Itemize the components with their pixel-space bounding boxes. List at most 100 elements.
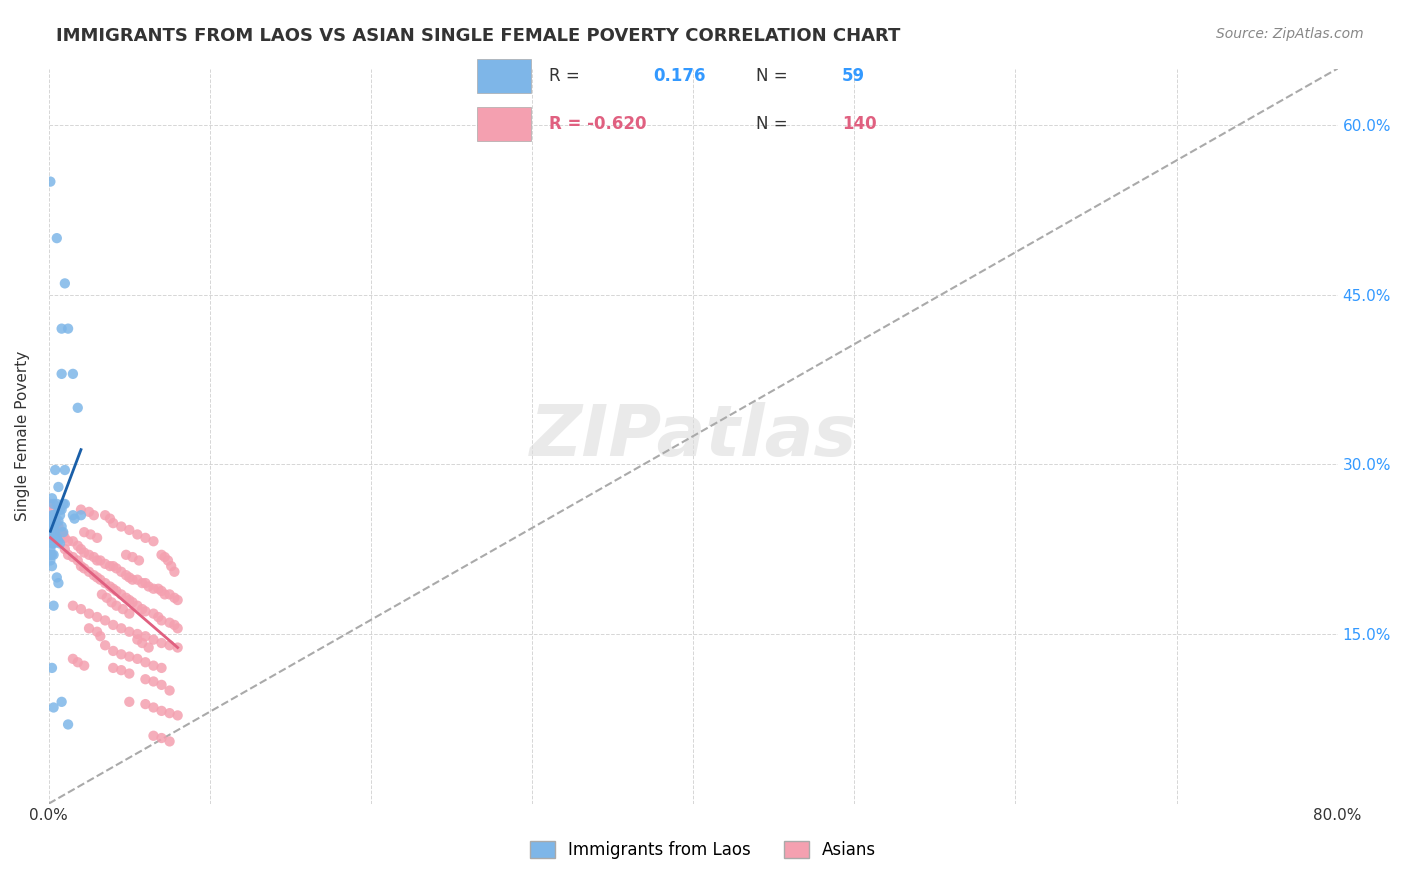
Point — [138, 579, 160, 593]
Point — [44, 531, 66, 545]
Point — [77, 565, 100, 579]
Point — [73, 658, 96, 673]
Point — [52, 527, 75, 541]
Point — [166, 621, 188, 635]
Point — [142, 582, 165, 596]
Point — [150, 614, 173, 628]
Point — [44, 463, 66, 477]
Point — [138, 640, 160, 655]
Point — [115, 591, 138, 605]
Point — [56, 321, 79, 335]
Text: N =: N = — [756, 115, 787, 133]
Point — [79, 527, 101, 541]
Point — [142, 729, 165, 743]
Point — [118, 593, 141, 607]
Point — [56, 534, 79, 549]
Point — [39, 553, 62, 567]
Text: N =: N = — [756, 67, 787, 85]
Point — [118, 607, 141, 621]
Text: ZIPatlas: ZIPatlas — [530, 401, 856, 471]
Point — [127, 632, 149, 647]
Point — [166, 708, 188, 723]
Point — [150, 548, 173, 562]
Point — [86, 531, 108, 545]
Point — [94, 557, 117, 571]
Point — [42, 599, 65, 613]
Point — [39, 175, 62, 189]
Point — [159, 683, 181, 698]
Point — [83, 568, 105, 582]
Point — [49, 525, 72, 540]
Point — [66, 401, 89, 415]
Point — [163, 565, 186, 579]
Text: IMMIGRANTS FROM LAOS VS ASIAN SINGLE FEMALE POVERTY CORRELATION CHART: IMMIGRANTS FROM LAOS VS ASIAN SINGLE FEM… — [56, 27, 901, 45]
Text: 140: 140 — [842, 115, 876, 133]
Point — [39, 519, 62, 533]
Point — [56, 548, 79, 562]
Point — [62, 550, 84, 565]
Point — [89, 553, 111, 567]
Point — [48, 502, 70, 516]
Point — [41, 508, 63, 523]
Point — [121, 550, 143, 565]
Point — [41, 491, 63, 506]
Legend: Immigrants from Laos, Asians: Immigrants from Laos, Asians — [523, 834, 883, 866]
Point — [142, 607, 165, 621]
Point — [77, 548, 100, 562]
Point — [73, 545, 96, 559]
Point — [39, 525, 62, 540]
Point — [166, 593, 188, 607]
Point — [150, 661, 173, 675]
Point — [131, 636, 153, 650]
Point — [42, 519, 65, 533]
Point — [42, 700, 65, 714]
Point — [103, 618, 125, 632]
Point — [41, 527, 63, 541]
Point — [41, 502, 63, 516]
Point — [66, 553, 89, 567]
Point — [86, 570, 108, 584]
Point — [148, 582, 170, 596]
Point — [62, 367, 84, 381]
Point — [51, 525, 73, 540]
Point — [118, 649, 141, 664]
Point — [70, 508, 93, 523]
Point — [39, 514, 62, 528]
Point — [48, 576, 70, 591]
Point — [51, 367, 73, 381]
Point — [98, 579, 121, 593]
Point — [131, 576, 153, 591]
Point — [45, 497, 67, 511]
Point — [41, 516, 63, 530]
Point — [100, 595, 122, 609]
Point — [115, 548, 138, 562]
Point — [39, 542, 62, 557]
Point — [53, 277, 76, 291]
Point — [103, 661, 125, 675]
Point — [51, 321, 73, 335]
FancyBboxPatch shape — [478, 59, 531, 93]
Point — [66, 539, 89, 553]
Point — [131, 602, 153, 616]
Point — [98, 511, 121, 525]
Point — [56, 717, 79, 731]
Point — [110, 565, 132, 579]
Point — [103, 582, 125, 596]
Point — [45, 231, 67, 245]
Point — [118, 570, 141, 584]
Point — [45, 516, 67, 530]
Point — [103, 516, 125, 530]
Point — [127, 652, 149, 666]
Point — [53, 531, 76, 545]
Point — [83, 550, 105, 565]
Point — [66, 655, 89, 669]
Point — [127, 573, 149, 587]
Point — [39, 531, 62, 545]
Point — [45, 531, 67, 545]
Point — [42, 548, 65, 562]
Point — [62, 508, 84, 523]
Point — [53, 497, 76, 511]
Point — [45, 570, 67, 584]
Point — [156, 553, 179, 567]
Point — [110, 663, 132, 677]
